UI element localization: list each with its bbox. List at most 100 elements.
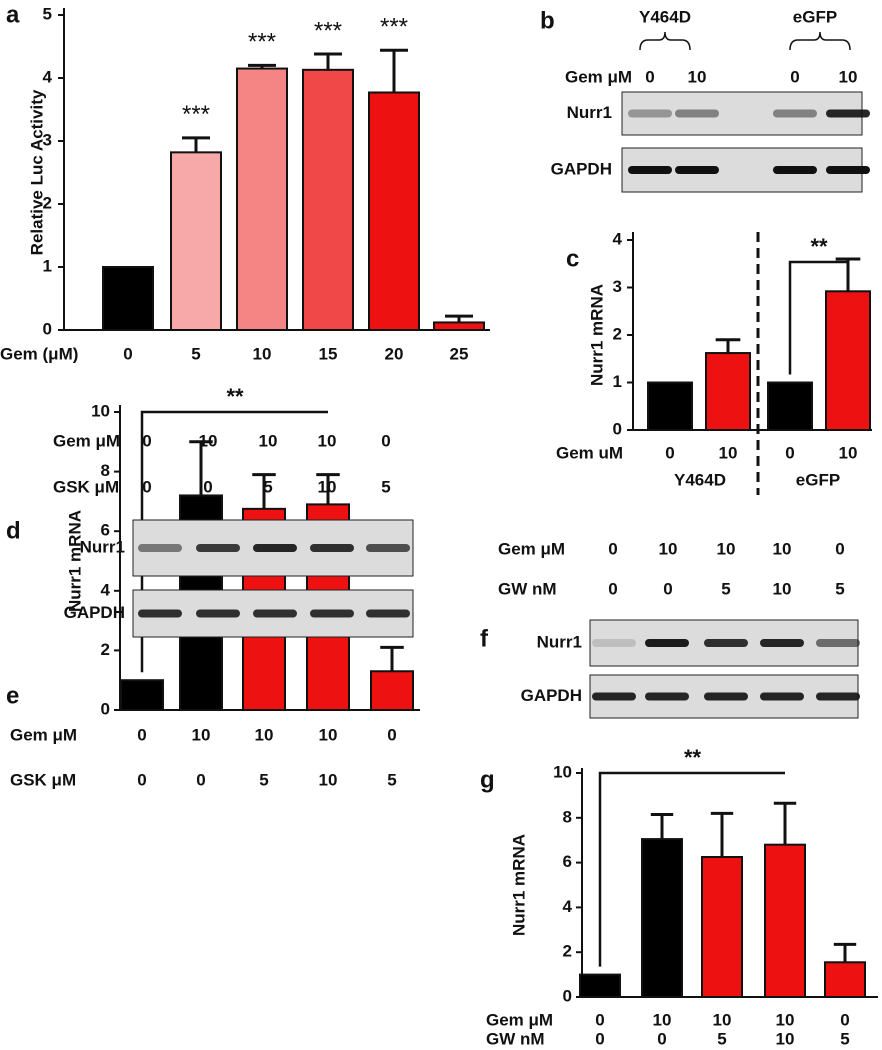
x-tick-label: 0 <box>595 1029 604 1048</box>
band <box>645 639 689 647</box>
band <box>675 166 719 174</box>
column-value: 0 <box>203 477 212 496</box>
x-tick-label: 10 <box>319 725 338 744</box>
band <box>816 692 860 701</box>
band <box>628 109 672 118</box>
y-tick-label: 4 <box>101 580 111 599</box>
band <box>310 544 354 552</box>
row-label: GSK μM <box>10 770 76 789</box>
column-value: 10 <box>259 431 278 450</box>
panel-letter: b <box>540 7 555 34</box>
row-label: GSK μM <box>53 477 119 496</box>
bar <box>825 290 871 431</box>
column-value: 10 <box>773 539 792 558</box>
significance-label: ** <box>684 745 702 770</box>
y-tick-label: 0 <box>101 699 110 718</box>
band <box>760 639 804 647</box>
band <box>253 544 297 552</box>
bar <box>370 670 414 712</box>
band <box>773 166 817 174</box>
x-tick-label: 5 <box>387 770 396 789</box>
column-value: 10 <box>659 539 678 558</box>
y-tick-label: 2 <box>43 193 52 212</box>
x-tick-label: 5 <box>259 770 268 789</box>
x-tick-label: 10 <box>713 1010 732 1029</box>
x-tick-label: 25 <box>450 344 469 363</box>
y-tick-label: 1 <box>613 372 622 391</box>
blot-box <box>621 91 863 136</box>
y-tick-label: 8 <box>563 807 572 826</box>
error-bar <box>710 811 734 857</box>
y-tick-label: 5 <box>43 4 52 23</box>
bar <box>701 856 743 998</box>
y-tick-label: 0 <box>563 986 572 1005</box>
y-tick-label: 10 <box>91 401 110 420</box>
blot-label: GAPDH <box>551 159 612 178</box>
column-value: 10 <box>688 67 707 86</box>
x-tick-label: 10 <box>719 443 738 462</box>
annotation: *** <box>248 29 276 56</box>
y-tick-label: 2 <box>613 324 622 343</box>
row-label: Gem uM <box>556 443 623 462</box>
panel-letter: c <box>566 245 579 272</box>
error-bar <box>380 48 408 93</box>
annotation: *** <box>182 101 210 128</box>
column-value: 0 <box>645 67 654 86</box>
y-tick-label: 6 <box>563 852 572 871</box>
y-tick-label: 4 <box>563 897 573 916</box>
band <box>773 109 817 118</box>
y-tick-label: 2 <box>563 942 572 961</box>
y-tick-label: 8 <box>101 461 110 480</box>
band <box>826 166 870 174</box>
error-bar <box>314 52 342 70</box>
band <box>196 609 240 618</box>
y-tick-label: 3 <box>613 277 622 296</box>
bar <box>764 843 806 998</box>
panel-letter: e <box>6 682 19 709</box>
column-value: 5 <box>721 579 730 598</box>
significance-bracket <box>140 410 328 673</box>
column-value: 0 <box>608 579 617 598</box>
band <box>138 544 182 552</box>
y-tick-label: 3 <box>43 130 52 149</box>
column-value: 0 <box>835 539 844 558</box>
x-tick-label: 10 <box>319 770 338 789</box>
band <box>675 109 719 118</box>
y-tick-label: 10 <box>553 762 572 781</box>
group-label: eGFP <box>793 7 837 26</box>
error-bar <box>248 63 276 69</box>
blot-label: GAPDH <box>521 686 582 705</box>
bar <box>824 961 866 999</box>
bar <box>302 68 354 331</box>
x-tick-label: 0 <box>196 770 205 789</box>
x-tick-label: 0 <box>123 344 132 363</box>
x-tick-label: 0 <box>665 443 674 462</box>
row-label: Gem μM <box>53 431 120 450</box>
brace <box>789 31 851 51</box>
band <box>628 166 672 174</box>
x-tick-label: 20 <box>385 344 404 363</box>
band <box>816 639 860 647</box>
blot-label: Nurr1 <box>80 537 125 556</box>
x-tick-label: 0 <box>657 1029 666 1048</box>
panel-letter: d <box>6 517 21 544</box>
row-label: Gem μM <box>498 539 565 558</box>
bar <box>641 838 683 999</box>
panel-letter: g <box>480 766 495 793</box>
panel-letter: a <box>6 1 20 28</box>
y-axis-label: Nurr1 mRNA <box>587 284 606 386</box>
bar <box>705 352 751 431</box>
x-tick-label: 5 <box>717 1029 726 1048</box>
x-tick-label: 5 <box>840 1029 849 1048</box>
group-label: eGFP <box>796 470 840 489</box>
error-bar <box>182 136 210 153</box>
blot-label: Nurr1 <box>537 632 582 651</box>
column-value: 5 <box>381 477 390 496</box>
row-label: GW nM <box>486 1029 545 1048</box>
row-label: Gem μM <box>565 67 632 86</box>
band <box>760 692 804 701</box>
row-label: GW nM <box>498 579 557 598</box>
error-bar <box>833 942 857 963</box>
column-value: 5 <box>263 477 272 496</box>
